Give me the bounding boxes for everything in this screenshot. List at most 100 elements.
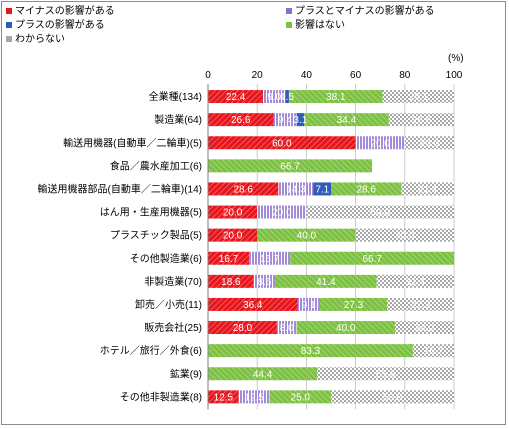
data-label: 40.0: [336, 323, 356, 334]
bar-segment: [208, 390, 239, 404]
category-label: 製造業(64): [154, 113, 202, 126]
bar-segment: [257, 228, 356, 242]
category-label: その他非製造業(8): [120, 390, 202, 403]
legend-label: プラスの影響がある: [15, 20, 105, 31]
category-label: 非製造業(70): [144, 275, 202, 288]
data-label: 20.0: [223, 208, 243, 219]
data-label: 60.0: [272, 138, 292, 149]
data-label: 26.6: [412, 115, 432, 126]
bar-segment: [208, 274, 254, 288]
x-tick-label: 40: [301, 70, 313, 81]
data-label: 16.7: [219, 254, 239, 265]
category-label: 食品／農水産加工(6): [110, 159, 202, 172]
bar-segment: [355, 228, 454, 242]
bar-segment: [208, 205, 258, 219]
category-label: 鉱業(9): [170, 367, 202, 380]
data-label: 41.4: [316, 277, 336, 288]
bar-segment: [331, 390, 454, 404]
bar-segment: [208, 367, 318, 381]
legend-swatch: [6, 22, 12, 28]
legend-swatch: [286, 8, 292, 14]
bar-segment: [388, 113, 455, 127]
legend-item: わからない: [6, 34, 65, 45]
data-label: 12.5: [244, 392, 264, 403]
bar-segment: [376, 274, 454, 288]
data-label: 44.4: [253, 369, 273, 380]
data-label: 25.0: [291, 392, 311, 403]
bar-segment: [401, 182, 454, 196]
data-label: 18.6: [221, 277, 241, 288]
data-label: 55.6: [376, 369, 396, 380]
bar-segment: [290, 251, 455, 265]
data-label: 28.6: [233, 184, 253, 195]
bar-segment: [273, 113, 297, 127]
data-label: 12.5: [214, 392, 234, 403]
legend-swatch: [286, 22, 292, 28]
data-label: 40.0: [297, 231, 317, 242]
category-label: はん用・生産用機器(5): [100, 206, 202, 219]
x-tick-label: 0: [205, 70, 211, 81]
data-label: 7.1: [315, 184, 329, 195]
bar-segment: [263, 90, 286, 104]
data-label: 29.1: [409, 92, 429, 103]
legend-item: 影響はない: [286, 20, 345, 31]
bar-segment: [355, 136, 405, 150]
data-label: 16.7: [260, 254, 280, 265]
bar-segment: [319, 297, 388, 311]
data-label: 34.4: [337, 115, 357, 126]
bar-segment: [257, 205, 307, 219]
bar-segment: [382, 90, 455, 104]
data-label: 27.3: [411, 300, 431, 311]
category-label: 全業種(134): [149, 90, 202, 103]
data-label: 9.1: [302, 300, 316, 311]
legend-swatch: [6, 36, 12, 42]
bar-segment: [317, 367, 454, 381]
bar-segment: [208, 297, 298, 311]
data-label: 14.3: [286, 184, 306, 195]
bar-segment: [412, 344, 454, 358]
data-label: 50.0: [383, 392, 403, 403]
legend-item: プラスの影響がある: [6, 20, 105, 31]
x-tick-label: 80: [399, 70, 411, 81]
data-label: 16.7: [424, 346, 444, 357]
bar-segment: [297, 297, 320, 311]
x-tick-label: 100: [446, 70, 463, 81]
category-label: その他製造業(6): [130, 252, 202, 265]
bar-segment: [208, 159, 373, 173]
bar-segment: [331, 182, 402, 196]
bar-segment: [208, 90, 264, 104]
data-label: 8.6: [257, 277, 271, 288]
data-label: 83.3: [301, 346, 321, 357]
bar-segment: [249, 251, 291, 265]
category-label: 輸送用機器(自動車／二輪車)(5): [63, 136, 202, 149]
legend-item: プラスとマイナスの影響がある: [286, 6, 435, 17]
category-label: 卸売／小売(11): [135, 298, 202, 311]
legend-swatch: [6, 8, 12, 14]
bar-segment: [296, 321, 395, 335]
bar-segment: [253, 274, 275, 288]
data-label: 24.0: [415, 323, 435, 334]
data-label: 60.0: [370, 208, 390, 219]
bar-segment: [285, 90, 289, 104]
bar-segment: [404, 136, 454, 150]
data-label: 22.4: [226, 92, 246, 103]
data-label: 21.4: [418, 184, 438, 195]
data-label: 20.0: [223, 231, 243, 242]
data-label: 9.4: [278, 115, 292, 126]
bar-segment: [394, 321, 454, 335]
data-label: 31.4: [406, 277, 426, 288]
unit-label: (%): [448, 53, 464, 64]
category-label: ホテル／旅行／外食(6): [100, 344, 202, 357]
bar-segment: [238, 390, 270, 404]
data-label: 8.0: [280, 323, 294, 334]
bar-segment: [208, 344, 413, 358]
data-label: 20.0: [370, 138, 390, 149]
data-label: 3.1: [293, 115, 307, 126]
bar-segment: [304, 113, 389, 127]
data-label: 66.7: [280, 161, 300, 172]
bar-segment: [208, 251, 250, 265]
bar-segment: [208, 182, 279, 196]
data-label: 40.0: [395, 231, 415, 242]
x-tick-label: 60: [350, 70, 362, 81]
